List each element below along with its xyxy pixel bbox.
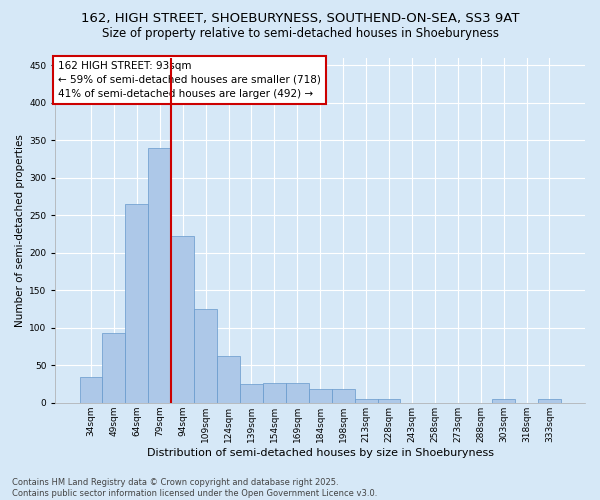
X-axis label: Distribution of semi-detached houses by size in Shoeburyness: Distribution of semi-detached houses by … <box>147 448 494 458</box>
Bar <box>286 382 309 403</box>
Bar <box>194 309 217 403</box>
Text: 162, HIGH STREET, SHOEBURYNESS, SOUTHEND-ON-SEA, SS3 9AT: 162, HIGH STREET, SHOEBURYNESS, SOUTHEND… <box>81 12 519 25</box>
Bar <box>538 399 561 403</box>
Bar <box>80 376 103 403</box>
Bar <box>148 148 171 403</box>
Bar <box>125 204 148 403</box>
Bar <box>309 390 332 403</box>
Bar <box>332 390 355 403</box>
Bar <box>492 399 515 403</box>
Bar <box>377 399 400 403</box>
Text: 162 HIGH STREET: 93sqm
← 59% of semi-detached houses are smaller (718)
41% of se: 162 HIGH STREET: 93sqm ← 59% of semi-det… <box>58 61 321 99</box>
Text: Contains HM Land Registry data © Crown copyright and database right 2025.
Contai: Contains HM Land Registry data © Crown c… <box>12 478 377 498</box>
Bar <box>263 382 286 403</box>
Bar <box>240 384 263 403</box>
Bar <box>103 333 125 403</box>
Text: Size of property relative to semi-detached houses in Shoeburyness: Size of property relative to semi-detach… <box>101 28 499 40</box>
Bar <box>171 236 194 403</box>
Bar <box>217 356 240 403</box>
Bar <box>355 399 377 403</box>
Y-axis label: Number of semi-detached properties: Number of semi-detached properties <box>15 134 25 326</box>
